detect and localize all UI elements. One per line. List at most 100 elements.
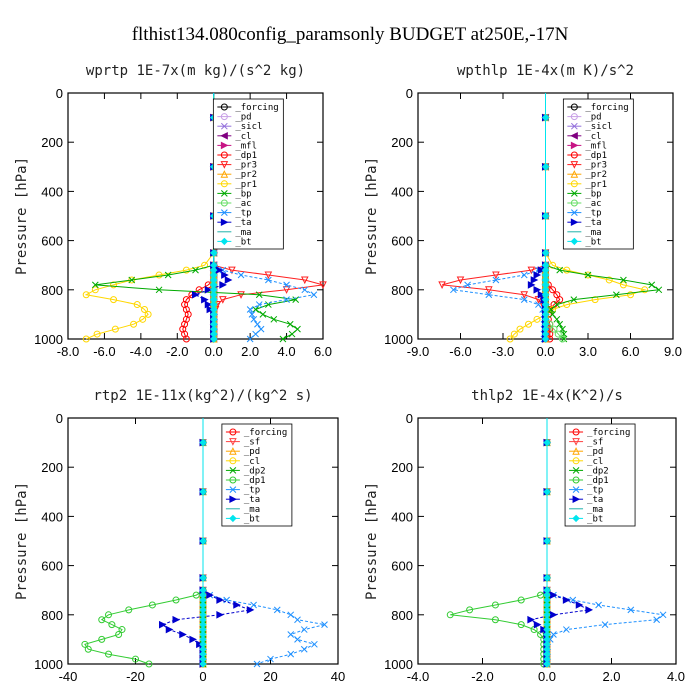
data-point (199, 537, 207, 545)
legend-entry: _pr1 (235, 180, 257, 190)
x-tick-label: 6.0 (621, 344, 639, 359)
x-tick-label: -4.0 (130, 344, 152, 359)
legend-marker (229, 438, 237, 446)
data-point (155, 286, 163, 294)
data-point (216, 610, 224, 619)
x-tick-label: 3.0 (579, 344, 597, 359)
data-point (111, 325, 119, 333)
y-axis-label: Pressure [hPa] (364, 157, 380, 275)
data-point (543, 438, 551, 447)
data-point (562, 626, 570, 633)
data-point (267, 655, 274, 663)
data-point (257, 325, 265, 333)
series_bt (199, 418, 207, 668)
data-point (250, 601, 257, 609)
data-point (292, 296, 300, 303)
data-point (248, 311, 256, 318)
data-point (199, 660, 207, 668)
data-point (491, 601, 499, 609)
series_bt (543, 418, 551, 668)
legend-entry: _cl (585, 132, 601, 142)
legend-entry: _ma (244, 505, 260, 515)
data-point (563, 266, 571, 274)
data-point (182, 266, 190, 274)
data-point (164, 271, 172, 279)
legend-entry: _ta (244, 495, 260, 505)
y-tick-label: 0 (406, 411, 413, 426)
data-point (182, 305, 190, 313)
data-point (273, 606, 281, 614)
data-point (575, 601, 584, 609)
data-point (128, 276, 136, 284)
legend-entry: _bp (235, 189, 251, 199)
legend-marker (570, 151, 578, 159)
data-point (466, 606, 474, 614)
data-point (321, 621, 328, 628)
data-point (300, 276, 309, 285)
data-point (93, 330, 101, 338)
y-tick-label: 600 (391, 559, 413, 574)
data-point (81, 640, 89, 648)
data-point (246, 335, 254, 343)
data-point (492, 276, 500, 284)
data-point (192, 591, 200, 599)
data-point (464, 281, 471, 289)
data-point (287, 631, 295, 638)
data-point (559, 335, 566, 343)
y-axis-label: Pressure [hPa] (14, 157, 30, 275)
data-point (199, 488, 207, 496)
y-tick-label: 400 (41, 184, 63, 199)
x-tick-label: 4.0 (667, 669, 685, 684)
legend-marker (570, 141, 579, 150)
y-tick-label: 1000 (384, 657, 413, 672)
data-point (456, 276, 465, 285)
panel-1: wprtp 1E-7x(m kg)/(s^2 kg) Pressure [hPa]… (14, 63, 332, 359)
series_pr3 (438, 93, 550, 344)
data-point (115, 630, 123, 638)
legend-entry: _pd (587, 447, 603, 457)
data-point (118, 626, 126, 634)
x-tick-label: -9.0 (407, 344, 429, 359)
legend-entry: _ta (587, 495, 603, 505)
panel-title: wpthlp 1E-4x(m K)/s^2 (457, 63, 634, 79)
legend-marker (229, 486, 237, 493)
x-tick-label: -40 (59, 669, 78, 684)
legend-marker (220, 180, 228, 188)
legend-entry: _bt (244, 514, 260, 524)
data-point (543, 574, 551, 582)
legend-entry: _dp1 (585, 151, 607, 161)
legend-marker (570, 190, 578, 197)
legend-entry: _tp (587, 486, 603, 496)
y-axis-label: Pressure [hPa] (364, 482, 380, 600)
legend-entry: _dp2 (244, 466, 266, 476)
y-tick-label: 200 (391, 135, 413, 150)
legend-marker (572, 486, 580, 493)
x-tick-label: -6.0 (449, 344, 471, 359)
x-tick-label: 40 (331, 669, 345, 684)
legend-marker (570, 113, 578, 121)
legend-entry: _dp1 (244, 476, 266, 486)
legend-marker (570, 131, 578, 140)
data-point (84, 645, 92, 653)
data-point (255, 301, 263, 308)
data-point (541, 163, 550, 171)
data-point (541, 335, 550, 343)
data-point (517, 596, 525, 604)
data-point (620, 276, 627, 284)
data-point (517, 621, 525, 629)
data-point (184, 310, 192, 318)
legend-marker (572, 438, 580, 446)
data-point (288, 330, 296, 338)
data-point (98, 616, 106, 624)
data-point (612, 291, 620, 299)
data-point (585, 606, 594, 614)
data-point (595, 601, 602, 609)
legend-entry: _ma (235, 228, 251, 238)
legend-marker (570, 237, 579, 246)
data-point (553, 315, 561, 323)
data-point (125, 606, 133, 614)
y-tick-label: 0 (56, 86, 63, 101)
legend-entry: _pr3 (585, 161, 607, 171)
data-point (264, 271, 273, 280)
